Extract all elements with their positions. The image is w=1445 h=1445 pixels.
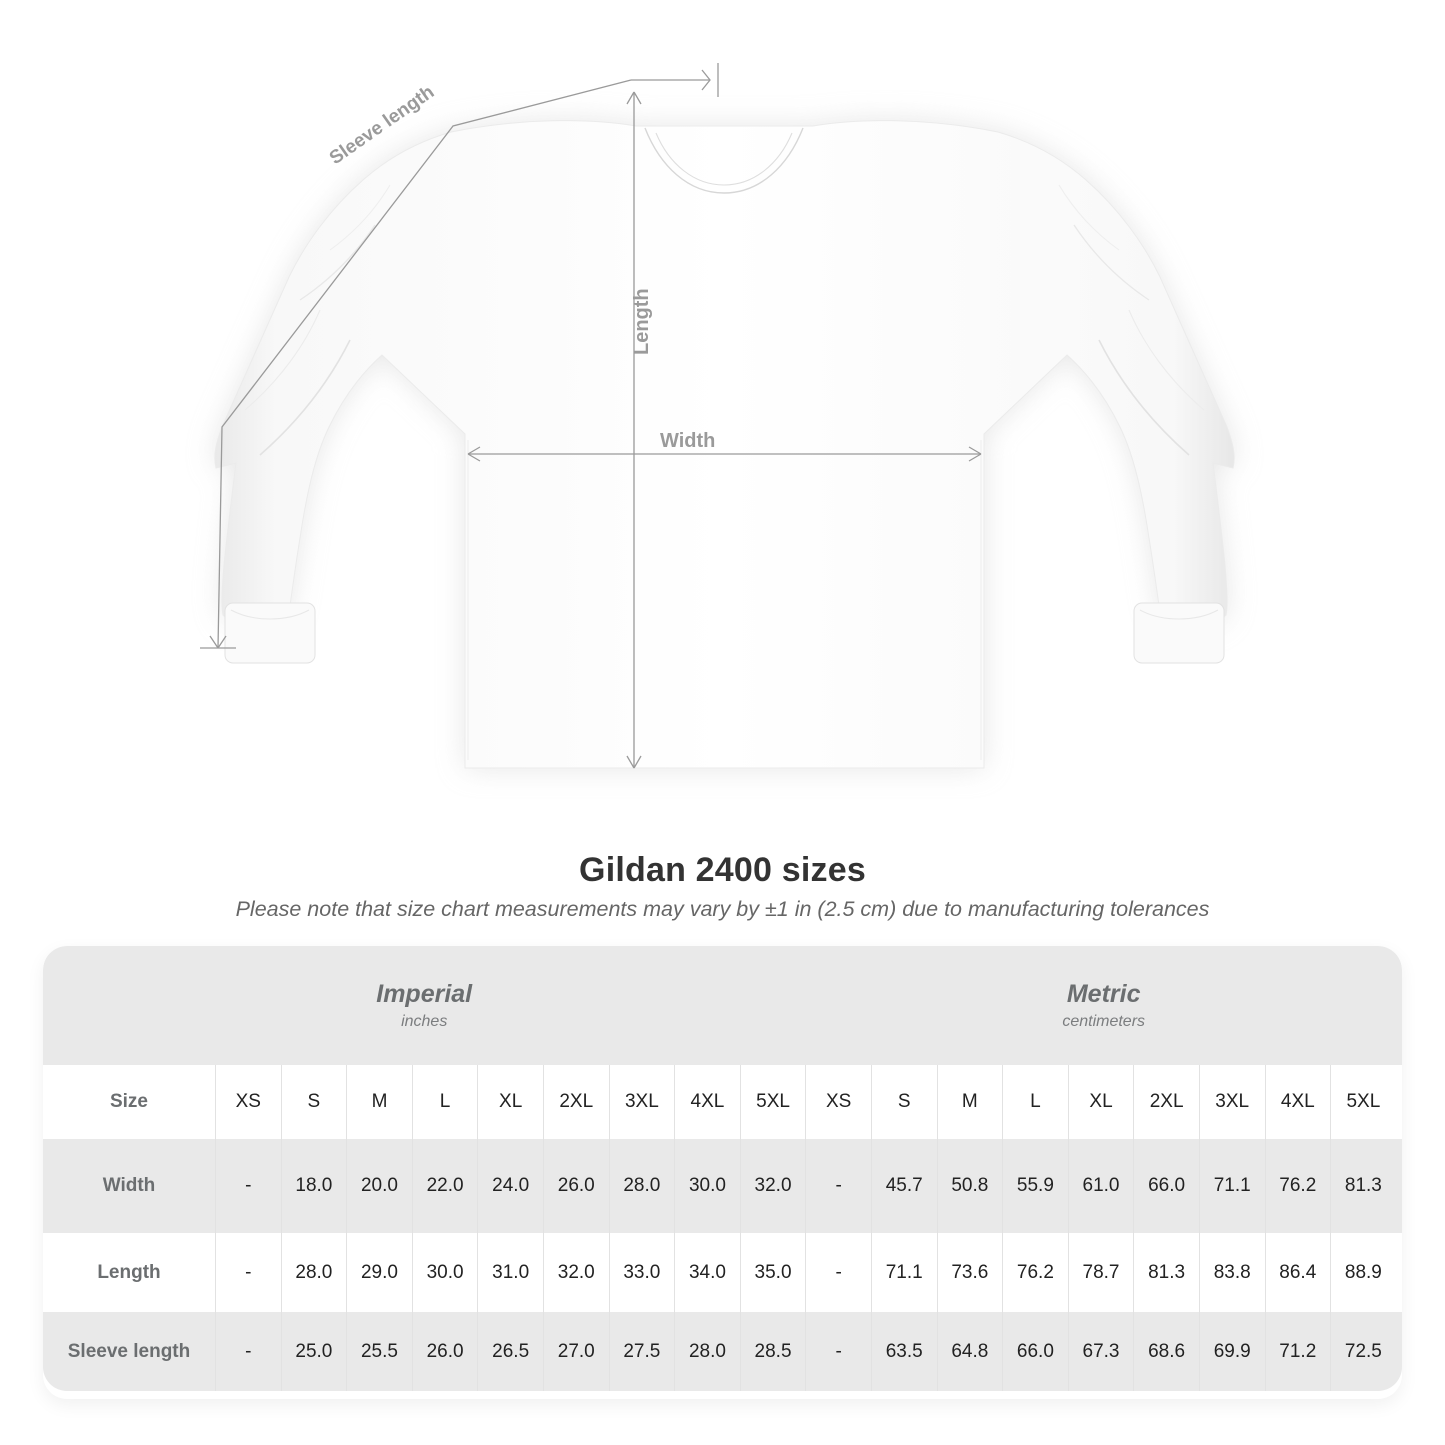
svg-text:Length: Length <box>631 288 653 355</box>
svg-text:Width: Width <box>660 430 715 452</box>
